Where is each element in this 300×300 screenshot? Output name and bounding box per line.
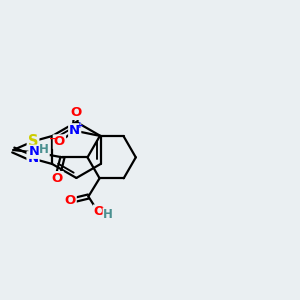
- Text: O: O: [70, 106, 82, 119]
- Text: O: O: [52, 172, 63, 185]
- Text: N: N: [28, 152, 39, 165]
- Text: O: O: [54, 135, 65, 148]
- Text: S: S: [28, 134, 38, 149]
- Text: +: +: [76, 121, 84, 130]
- Text: H: H: [103, 208, 113, 221]
- Text: −: −: [49, 134, 57, 143]
- Text: N: N: [29, 145, 40, 158]
- Text: O: O: [94, 205, 105, 218]
- Text: N: N: [69, 124, 80, 137]
- Text: O: O: [64, 194, 76, 207]
- Text: H: H: [39, 143, 49, 156]
